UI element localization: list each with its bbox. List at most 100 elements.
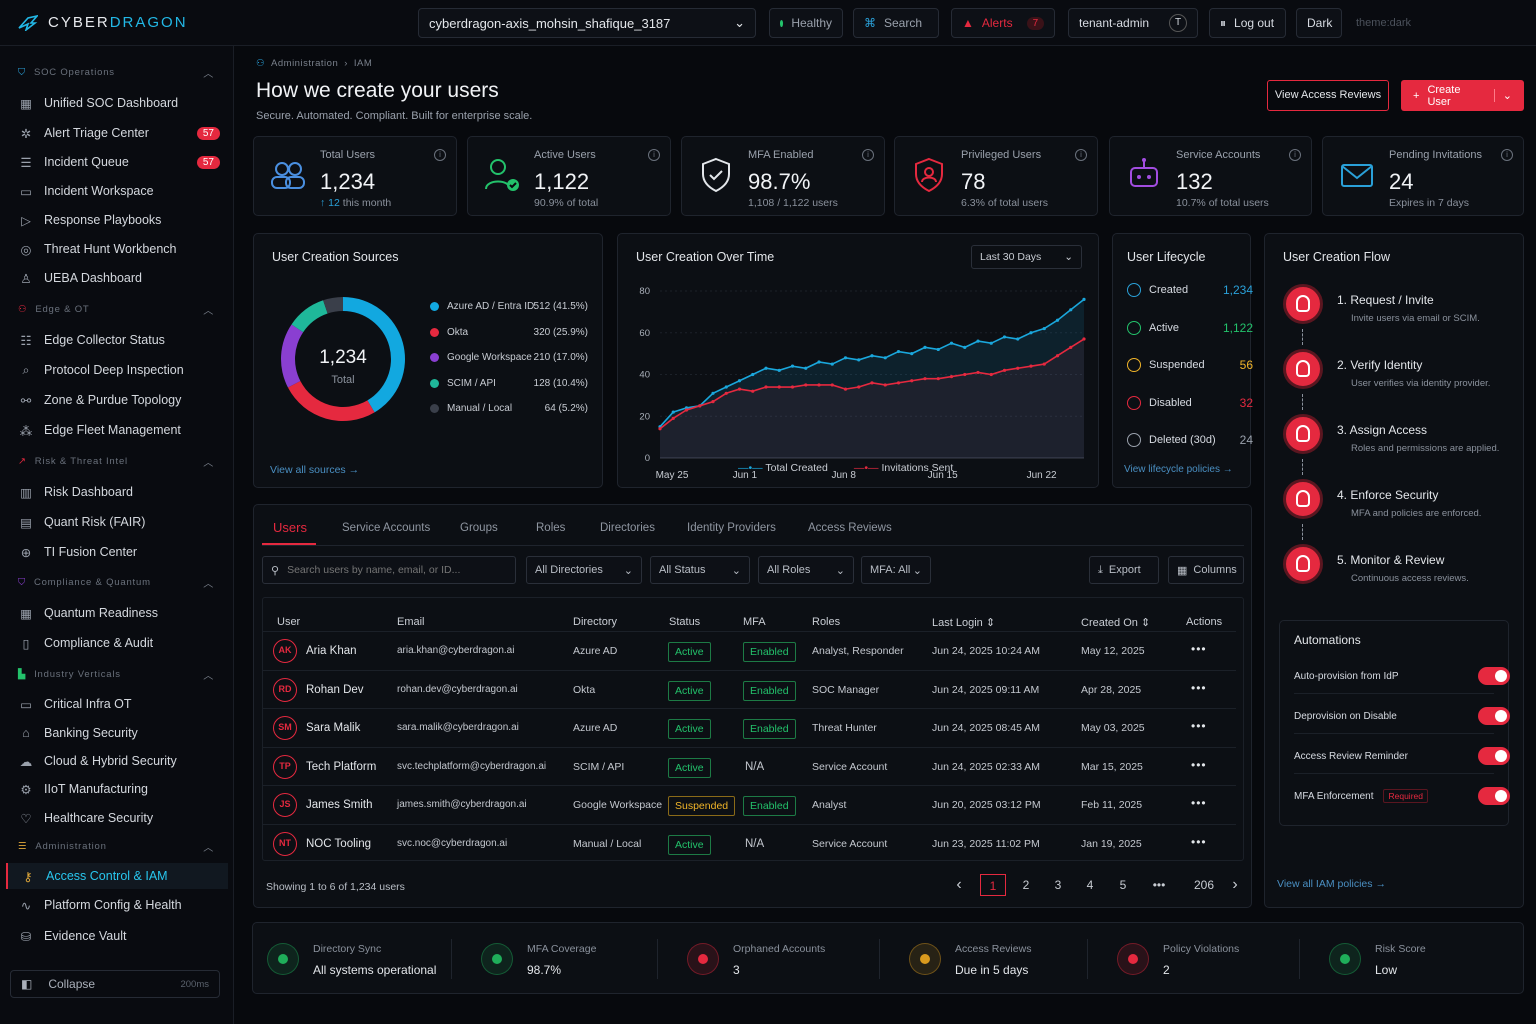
sidebar-item-evidence-vault[interactable]: ⛁ Evidence Vault [6, 923, 228, 949]
logout-button[interactable]: ⏸ Log out [1209, 8, 1286, 38]
tab-roles[interactable]: Roles [536, 522, 566, 534]
page-button[interactable]: 5 [1119, 878, 1127, 892]
data-point[interactable] [724, 385, 728, 389]
col-header-last-login[interactable]: Last Login ⇕ [932, 616, 995, 629]
automation-toggle[interactable] [1478, 787, 1510, 805]
user-name[interactable]: Rohan Dev [306, 683, 364, 696]
lifecycle-item[interactable]: Deleted (30d) 24 [1127, 433, 1253, 447]
info-icon[interactable]: i [862, 149, 874, 161]
col-header-email[interactable]: Email [397, 616, 425, 628]
data-point[interactable] [764, 385, 768, 389]
data-point[interactable] [857, 385, 861, 389]
data-point[interactable] [658, 427, 662, 431]
data-point[interactable] [1082, 337, 1086, 341]
logo[interactable]: CYBERDRAGON [18, 14, 188, 31]
table-row[interactable]: RD Rohan Dev rohan.dev@cyberdragon.ai Okta A… [262, 669, 1236, 709]
data-point[interactable] [1055, 318, 1060, 322]
data-point[interactable] [777, 385, 781, 389]
data-point[interactable] [843, 356, 848, 360]
sidebar-item-unified-soc-dashboard[interactable]: ▦ Unified SOC Dashboard [6, 90, 228, 116]
data-point[interactable] [1016, 366, 1020, 370]
sidebar-item-protocol-deep-inspection[interactable]: ⌕ Protocol Deep Inspection [6, 357, 228, 383]
health-status[interactable]: Healthy [769, 8, 843, 38]
collapse-button[interactable]: ◧ Collapse 200ms [10, 970, 220, 998]
user-name[interactable]: NOC Tooling [306, 837, 371, 850]
sidebar-item-healthcare-security[interactable]: ♡ Healthcare Security [6, 805, 228, 831]
page-button[interactable]: 206 [1193, 878, 1215, 892]
source-legend-item[interactable]: Okta 320 (25.9%) [430, 327, 596, 338]
data-point[interactable] [1042, 326, 1046, 331]
sidebar-item-platform-config-health[interactable]: ∿ Platform Config & Health [6, 892, 228, 918]
sidebar-item-quant-risk[interactable]: ▤ Quant Risk (FAIR) [6, 509, 228, 535]
kpi-total-users[interactable]: Total Users 1,234 ↑ 12 this month i [253, 136, 457, 216]
tab-service-accounts[interactable]: Service Accounts [342, 522, 431, 534]
data-point[interactable] [857, 358, 861, 362]
tab-users[interactable]: Users [273, 520, 307, 535]
data-point[interactable] [883, 383, 887, 387]
data-point[interactable] [737, 387, 742, 391]
table-row[interactable]: JS James Smith james.smith@cyberdragon.ai G… [262, 785, 1236, 824]
prev-page-button[interactable]: ‹ [956, 876, 962, 893]
more-actions-icon[interactable]: ••• [1191, 757, 1207, 772]
lifecycle-item[interactable]: Created 1,234 [1127, 283, 1253, 297]
section-administration[interactable]: ☰ Administration ︿ [18, 836, 218, 856]
data-point[interactable] [870, 381, 874, 385]
data-point[interactable] [764, 366, 768, 370]
col-header-directory[interactable]: Directory [573, 616, 618, 628]
data-point[interactable] [724, 391, 728, 395]
data-point[interactable] [870, 354, 874, 358]
create-user-button[interactable]: + Create User ⌄ [1401, 80, 1524, 111]
info-icon[interactable]: i [648, 149, 660, 161]
data-point[interactable] [896, 349, 901, 354]
section-edge-ot[interactable]: ⚇ Edge & OT ︿ [18, 299, 218, 319]
table-row[interactable]: SM Sara Malik sara.malik@cyberdragon.ai Azu… [262, 708, 1236, 747]
tab-access-reviews[interactable]: Access Reviews [808, 522, 892, 534]
mfa-filter[interactable]: MFA: All ⌄ [861, 556, 931, 584]
sidebar-item-risk-dashboard[interactable]: ▥ Risk Dashboard [6, 479, 228, 505]
automation-toggle[interactable] [1478, 747, 1510, 765]
more-actions-icon[interactable]: ••• [1191, 680, 1207, 695]
theme-toggle-button[interactable]: Dark [1296, 8, 1342, 38]
range-select[interactable]: Last 30 Days ⌄ [971, 245, 1082, 269]
col-header-user[interactable]: User [277, 616, 301, 628]
sidebar-item-ueba-dashboard[interactable]: ♙ UEBA Dashboard [6, 265, 228, 291]
data-point[interactable] [1029, 331, 1033, 335]
data-point[interactable] [817, 360, 821, 364]
donut-slice-2[interactable] [281, 324, 304, 388]
tab-directories[interactable]: Directories [600, 522, 655, 534]
info-icon[interactable]: i [1289, 149, 1301, 161]
data-point[interactable] [910, 379, 914, 383]
data-point[interactable] [804, 383, 808, 387]
data-point[interactable] [936, 377, 940, 381]
data-point[interactable] [1082, 297, 1086, 301]
data-point[interactable] [1042, 362, 1046, 366]
sidebar-item-edge-collector-status[interactable]: ☷ Edge Collector Status [6, 327, 228, 353]
data-point[interactable] [671, 416, 675, 420]
data-point[interactable] [751, 389, 755, 393]
data-point[interactable] [777, 368, 781, 372]
user-name[interactable]: Tech Platform [306, 760, 377, 773]
data-point[interactable] [711, 400, 715, 404]
data-point[interactable] [989, 341, 993, 345]
tenant-select[interactable]: cyberdragon-axis_mohsin_shafique_3187 ⌄ [418, 8, 756, 38]
sidebar-item-quantum-readiness[interactable]: ▦ Quantum Readiness [6, 600, 228, 626]
data-point[interactable] [751, 372, 755, 377]
tab-identity-providers[interactable]: Identity Providers [687, 522, 776, 534]
next-page-button[interactable]: › [1232, 876, 1238, 893]
data-point[interactable] [1016, 337, 1020, 341]
export-button[interactable]: ⤓ Export [1089, 556, 1159, 584]
page-button[interactable]: 2 [1022, 878, 1030, 892]
sidebar-item-alert-triage-center[interactable]: ✲ Alert Triage Center 57 [6, 120, 228, 146]
user-name[interactable]: Aria Khan [306, 645, 357, 657]
search-input-wrap[interactable]: ⚲ [262, 556, 516, 584]
lifecycle-item[interactable]: Disabled 32 [1127, 395, 1253, 410]
more-actions-icon[interactable]: ••• [1191, 834, 1207, 849]
automation-toggle[interactable] [1478, 707, 1510, 725]
data-point[interactable] [790, 385, 795, 389]
sidebar-item-edge-fleet-management[interactable]: ⁂ Edge Fleet Management [6, 417, 228, 443]
section-compliance-quantum[interactable]: ⛉ Compliance & Quantum ︿ [18, 572, 218, 592]
source-legend-item[interactable]: Azure AD / Entra ID 512 (41.5%) [430, 301, 596, 312]
source-legend-item[interactable]: SCIM / API 128 (10.4%) [430, 378, 596, 389]
data-point[interactable] [671, 410, 675, 414]
donut-slice-1[interactable] [287, 381, 375, 421]
